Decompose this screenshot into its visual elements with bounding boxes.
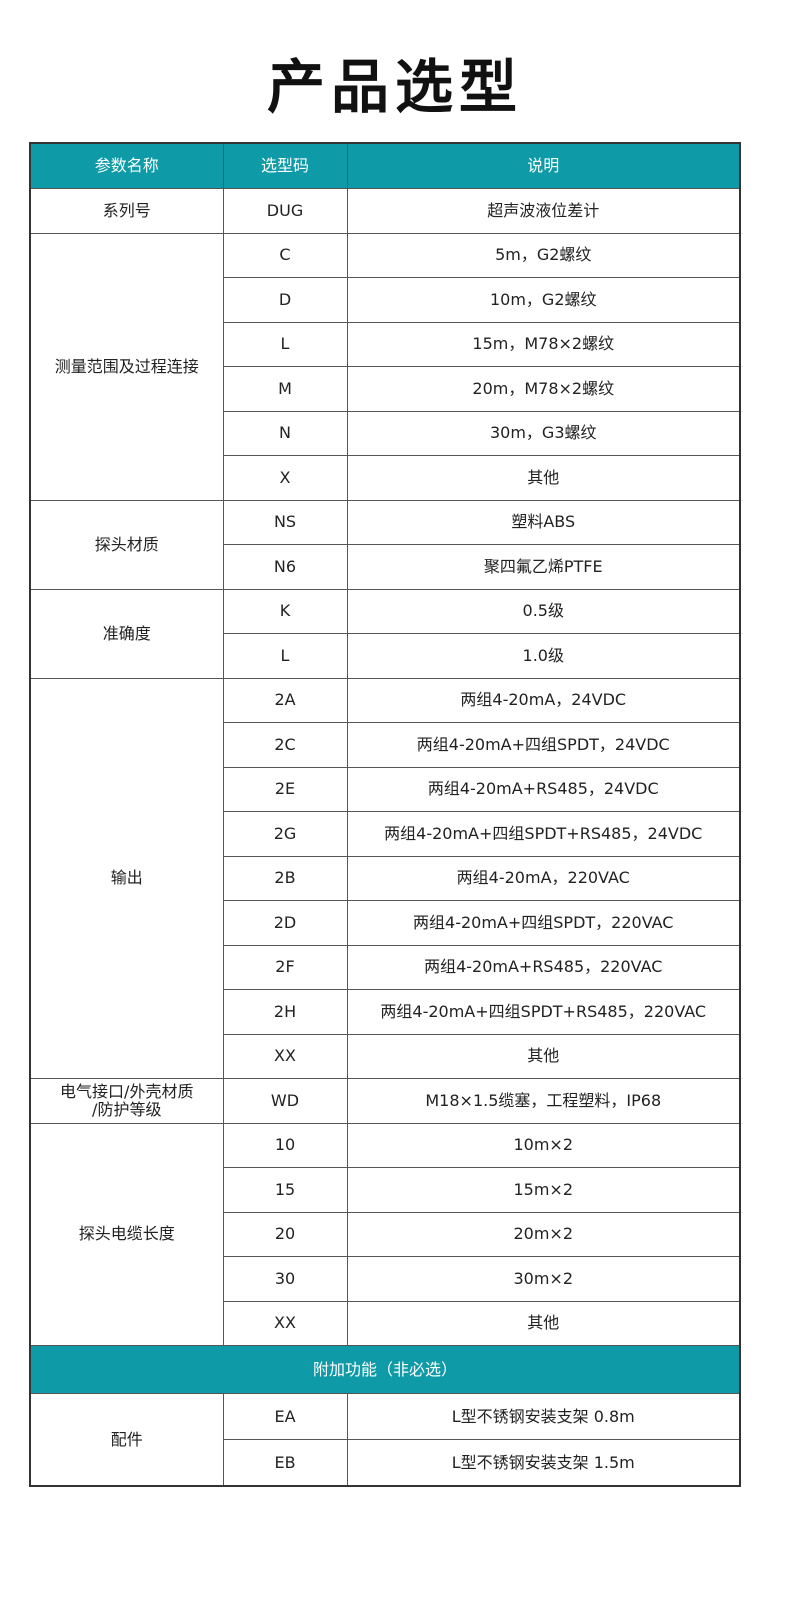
description: 10m，G2螺纹 bbox=[346, 277, 741, 323]
table-row: XX 其他 bbox=[30, 1033, 741, 1079]
code: NS bbox=[222, 499, 348, 545]
description: 两组4-20mA+RS485，24VDC bbox=[346, 766, 741, 812]
table-row: 2D 两组4-20mA+四组SPDT，220VAC bbox=[30, 900, 741, 946]
code: WD bbox=[222, 1078, 348, 1124]
table-row: 2H 两组4-20mA+四组SPDT+RS485，220VAC bbox=[30, 989, 741, 1035]
code: 2C bbox=[222, 722, 348, 768]
description: 30m，G3螺纹 bbox=[346, 410, 741, 456]
code: 2A bbox=[222, 677, 348, 723]
code: EA bbox=[222, 1393, 348, 1440]
table-row: 2G 两组4-20mA+四组SPDT+RS485，24VDC bbox=[30, 811, 741, 857]
table-row: 15 15m×2 bbox=[30, 1167, 741, 1213]
code: M bbox=[222, 366, 348, 412]
param-name: 电气接口/外壳材质 /防护等级 bbox=[29, 1078, 224, 1124]
description: 0.5级 bbox=[346, 588, 741, 634]
description: 其他 bbox=[346, 455, 741, 501]
code: DUG bbox=[222, 188, 348, 234]
code: N bbox=[222, 410, 348, 456]
param-name: 配件 bbox=[29, 1393, 224, 1487]
table-row: EB L型不锈钢安装支架 1.5m bbox=[30, 1439, 741, 1487]
code: EB bbox=[222, 1439, 348, 1487]
table-row: 输出 2A 两组4-20mA，24VDC bbox=[29, 677, 741, 1079]
table-row: 2F 两组4-20mA+RS485，220VAC bbox=[30, 944, 741, 990]
table-row: 2C 两组4-20mA+四组SPDT，24VDC bbox=[30, 722, 741, 768]
param-name: 探头材质 bbox=[29, 499, 224, 590]
code: 2F bbox=[222, 944, 348, 990]
addon-header-row: 附加功能（非必选） bbox=[29, 1345, 741, 1394]
code: 2H bbox=[222, 989, 348, 1035]
code: 30 bbox=[222, 1256, 348, 1302]
param-name: 输出 bbox=[29, 677, 224, 1079]
header-desc: 说明 bbox=[346, 142, 741, 189]
table-row: L 1.0级 bbox=[30, 633, 741, 679]
table-row: N 30m，G3螺纹 bbox=[30, 410, 741, 456]
table-row: 30 30m×2 bbox=[30, 1256, 741, 1302]
code: L bbox=[222, 633, 348, 679]
description: 5m，G2螺纹 bbox=[346, 232, 741, 278]
table-row: X 其他 bbox=[30, 455, 741, 501]
description: 两组4-20mA+四组SPDT+RS485，220VAC bbox=[346, 989, 741, 1035]
code: 20 bbox=[222, 1211, 348, 1257]
description: 聚四氟乙烯PTFE bbox=[346, 544, 741, 590]
description: 两组4-20mA+RS485，220VAC bbox=[346, 944, 741, 990]
code: XX bbox=[222, 1300, 348, 1346]
description: 两组4-20mA+四组SPDT+RS485，24VDC bbox=[346, 811, 741, 857]
table-row: N6 聚四氟乙烯PTFE bbox=[30, 544, 741, 590]
param-name: 系列号 bbox=[29, 188, 224, 234]
code: N6 bbox=[222, 544, 348, 590]
code: 2D bbox=[222, 900, 348, 946]
description: 10m×2 bbox=[346, 1122, 741, 1168]
code: X bbox=[222, 455, 348, 501]
table-row: 探头材质 NS 塑料ABS bbox=[29, 499, 741, 590]
code: 2G bbox=[222, 811, 348, 857]
description: L型不锈钢安装支架 0.8m bbox=[346, 1393, 741, 1440]
description: 其他 bbox=[346, 1033, 741, 1079]
code: 10 bbox=[222, 1122, 348, 1168]
code: 2B bbox=[222, 855, 348, 901]
description: 超声波液位差计 bbox=[346, 188, 741, 234]
description: 塑料ABS bbox=[346, 499, 741, 545]
description: 两组4-20mA+四组SPDT，24VDC bbox=[346, 722, 741, 768]
table-row: D 10m，G2螺纹 bbox=[30, 277, 741, 323]
description: 两组4-20mA，220VAC bbox=[346, 855, 741, 901]
param-name: 探头电缆长度 bbox=[29, 1122, 224, 1346]
table-row: 电气接口/外壳材质 /防护等级 WD M18×1.5缆塞，工程塑料，IP68 bbox=[29, 1078, 741, 1124]
table-header-row: 参数名称 选型码 说明 bbox=[29, 142, 741, 189]
code: K bbox=[222, 588, 348, 634]
table-row: XX 其他 bbox=[30, 1300, 741, 1346]
description: 其他 bbox=[346, 1300, 741, 1346]
description: 两组4-20mA+四组SPDT，220VAC bbox=[346, 900, 741, 946]
description: 20m，M78×2螺纹 bbox=[346, 366, 741, 412]
table-row: 测量范围及过程连接 C 5m，G2螺纹 bbox=[29, 232, 741, 501]
selection-table: 参数名称 选型码 说明 系列号 DUG 超声波液位差计 测量范围及过程连接 C 5m，G2… bbox=[29, 142, 741, 1487]
code: D bbox=[222, 277, 348, 323]
description: 15m，M78×2螺纹 bbox=[346, 321, 741, 367]
page-title: 产品选型 bbox=[266, 53, 523, 121]
table-row: 系列号 DUG 超声波液位差计 bbox=[29, 188, 741, 234]
param-name: 准确度 bbox=[29, 588, 224, 679]
header-code: 选型码 bbox=[222, 142, 348, 189]
header-param: 参数名称 bbox=[29, 142, 224, 189]
description: 1.0级 bbox=[346, 633, 741, 679]
table-row: 2E 两组4-20mA+RS485，24VDC bbox=[30, 766, 741, 812]
table-row: 探头电缆长度 10 10m×2 bbox=[29, 1122, 741, 1346]
table-row: M 20m，M78×2螺纹 bbox=[30, 366, 741, 412]
code: 15 bbox=[222, 1167, 348, 1213]
description: 15m×2 bbox=[346, 1167, 741, 1213]
description: L型不锈钢安装支架 1.5m bbox=[346, 1439, 741, 1487]
table-row: 配件 EA L型不锈钢安装支架 0.8m bbox=[29, 1393, 741, 1487]
param-name: 测量范围及过程连接 bbox=[29, 232, 224, 501]
table-row: 2B 两组4-20mA，220VAC bbox=[30, 855, 741, 901]
code: C bbox=[222, 232, 348, 278]
description: 两组4-20mA，24VDC bbox=[346, 677, 741, 723]
code: XX bbox=[222, 1033, 348, 1079]
description: 30m×2 bbox=[346, 1256, 741, 1302]
description: 20m×2 bbox=[346, 1211, 741, 1257]
code: L bbox=[222, 321, 348, 367]
code: 2E bbox=[222, 766, 348, 812]
description: M18×1.5缆塞，工程塑料，IP68 bbox=[346, 1078, 741, 1124]
table-row: 准确度 K 0.5级 bbox=[29, 588, 741, 679]
addon-title: 附加功能（非必选） bbox=[29, 1345, 741, 1394]
